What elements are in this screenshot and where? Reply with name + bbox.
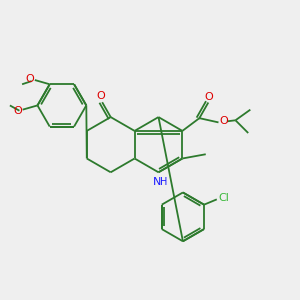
Text: O: O	[205, 92, 213, 102]
Text: H: H	[160, 177, 167, 187]
Text: O: O	[13, 106, 22, 116]
Text: O: O	[219, 116, 228, 126]
Text: N: N	[153, 177, 162, 187]
Text: O: O	[25, 74, 34, 84]
Text: O: O	[97, 91, 106, 101]
Text: Cl: Cl	[219, 193, 230, 203]
